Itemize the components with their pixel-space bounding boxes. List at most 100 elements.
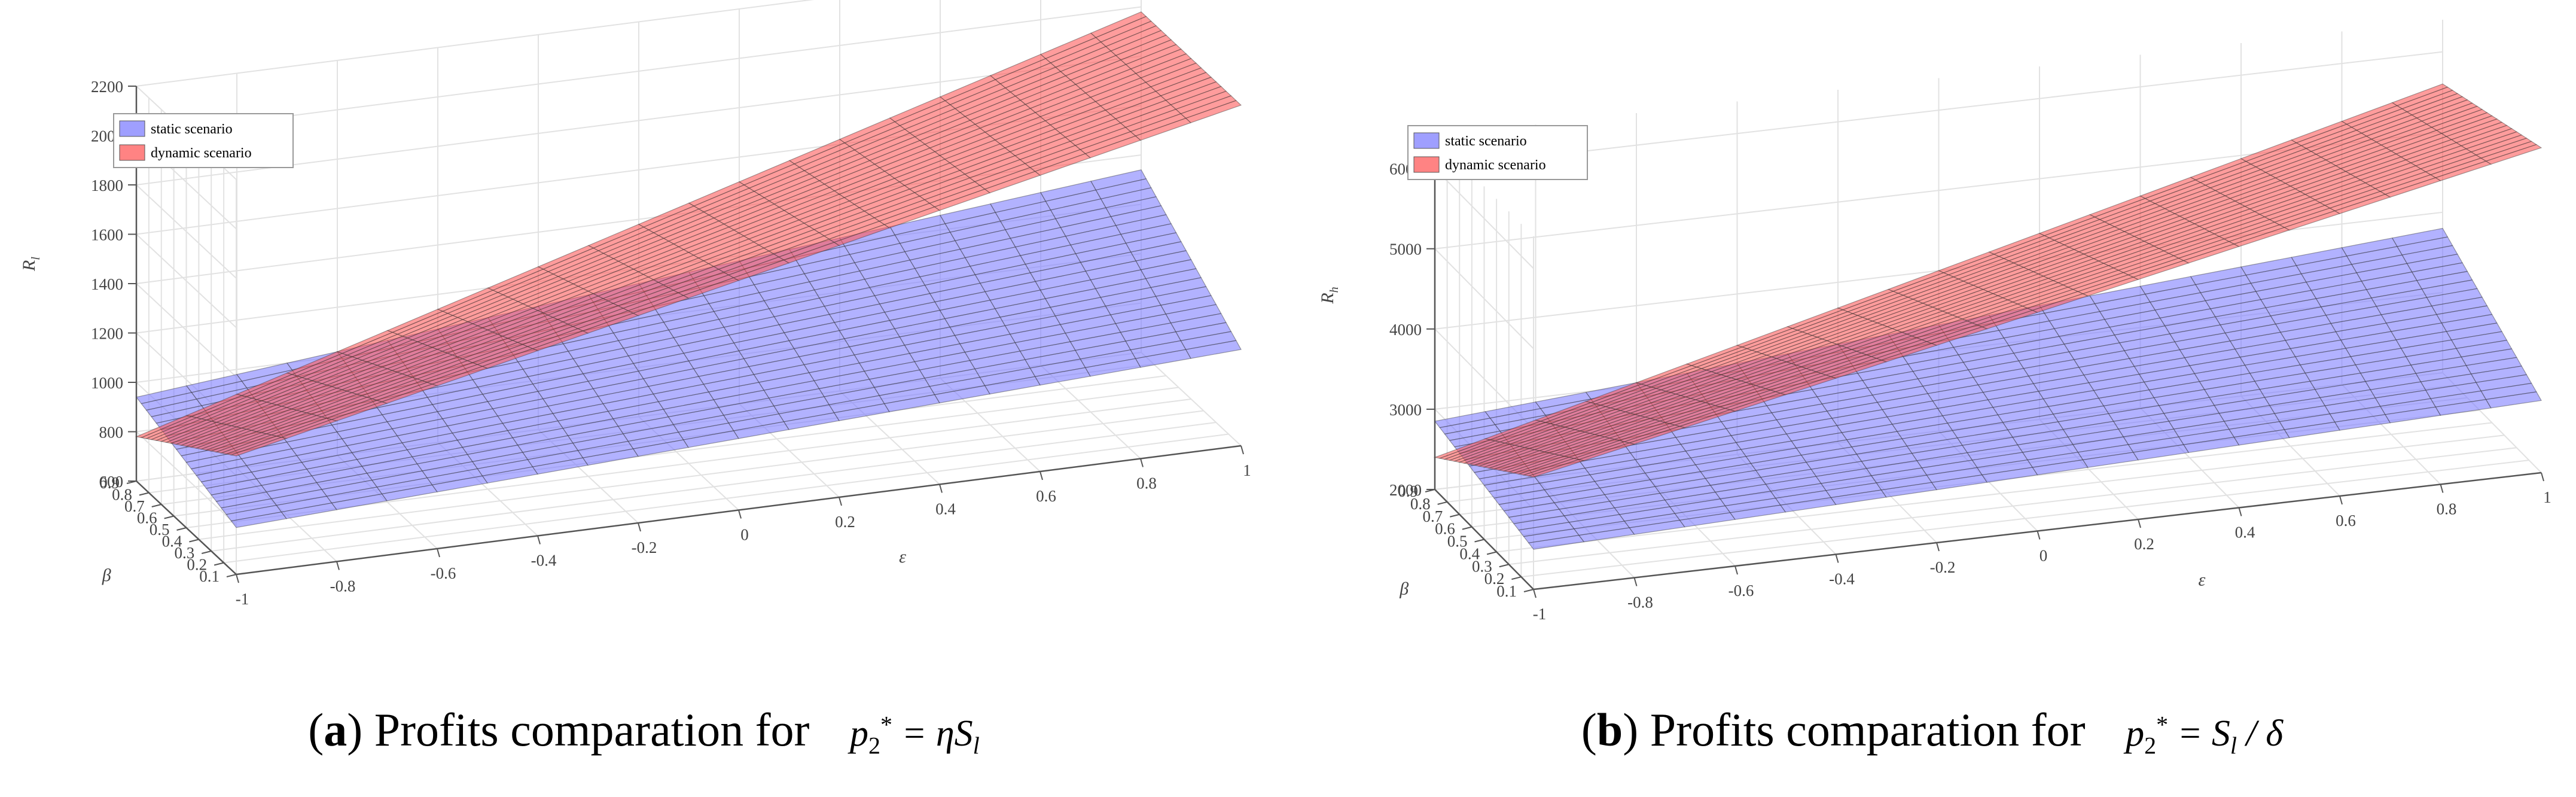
y-tick-label: 0.7: [124, 497, 145, 515]
legend-label-static: static scenario: [1445, 133, 1527, 149]
x-tick-label: 0: [740, 526, 749, 544]
x-tick-mark: [2037, 531, 2041, 540]
side-wall-grid-line: [1434, 168, 1534, 269]
side-wall-grid-line: [136, 233, 237, 328]
legend-swatch-dynamic: [1413, 156, 1440, 173]
x-tick-mark: [1140, 458, 1144, 467]
z-axis-title-subscript: h: [1328, 287, 1341, 293]
dynamic-surface: [1433, 83, 2543, 477]
y-tick-mark: [1523, 589, 1534, 592]
z-tick-label: 1600: [91, 226, 123, 244]
dynamic-surface-patch: [1115, 35, 1172, 60]
side-wall-grid-line: [1434, 248, 1534, 349]
dynamic-surface-patch: [2480, 141, 2538, 162]
legend-swatch-dynamic: [119, 144, 145, 161]
static-surface-patch: [2411, 262, 2468, 281]
static-surface-patch: [2470, 366, 2528, 383]
z-tick-label: 600: [99, 473, 124, 491]
formula-rhs: = S: [2177, 713, 2230, 754]
x-tick-label: -0.2: [632, 539, 657, 556]
formula-var: p: [850, 713, 869, 754]
side-wall-grid-line: [136, 283, 237, 378]
floor-grid-line: [223, 433, 1229, 564]
static-surface-patch: [2397, 236, 2453, 255]
caption-a: (a) Profits comparation for p2* = ηSl: [308, 704, 980, 759]
x-tick-mark: [1835, 554, 1839, 563]
floor-grid-line: [1521, 460, 2529, 578]
y-tick-label: 0.8: [112, 486, 132, 504]
x-tick-label: 0.2: [835, 513, 855, 531]
static-surface-patch: [2416, 270, 2473, 290]
x-tick-label: -0.8: [330, 577, 356, 595]
x-tick-mark: [738, 510, 742, 519]
z-tick-label: 3000: [1389, 401, 1422, 419]
y-tick-label: 0.9: [1398, 482, 1418, 500]
x-tick-label: 0.6: [1036, 487, 1056, 505]
y-tick-mark: [139, 492, 150, 496]
y-tick-mark: [164, 515, 174, 519]
dynamic-surface-patch: [1165, 81, 1222, 105]
x-tick-label: 0.8: [1136, 474, 1157, 492]
y-tick-label: 0.9: [99, 474, 120, 492]
x-tick-label: 0.4: [2235, 524, 2255, 542]
z-tick-label: 800: [99, 424, 124, 442]
z-tick-label: 1200: [91, 325, 123, 343]
y-tick-label: 0.4: [162, 533, 182, 550]
z-axis-title: Rh: [1318, 287, 1341, 304]
caption-formula: p2* = Sl / δ: [2126, 711, 2284, 759]
x-tick-mark: [537, 536, 541, 544]
y-tick-mark: [214, 562, 224, 566]
caption-formula: p2* = ηSl: [850, 711, 980, 759]
static-surface-patch: [2476, 374, 2532, 392]
y-tick-label: 0.6: [1435, 520, 1455, 538]
static-surface-patch: [1185, 340, 1242, 359]
y-tick-label: 0.3: [1472, 557, 1492, 575]
y-tick-label: 0.2: [1484, 570, 1505, 588]
x-tick-label: -0.2: [1930, 558, 1956, 576]
formula-rhs-sub: l: [2230, 732, 2237, 759]
z-axis-title-subscript: l: [29, 257, 42, 260]
static-surface-patch: [1090, 169, 1147, 191]
z-tick-label: 4000: [1389, 321, 1422, 339]
y-tick-label: 0.7: [1423, 507, 1443, 525]
static-surface-patch: [1160, 295, 1217, 315]
side-wall-grid-line: [136, 184, 237, 279]
static-surface-patch: [1150, 277, 1207, 297]
legend-label-static: static scenario: [151, 121, 233, 137]
x-tick-label: 1: [1243, 461, 1251, 479]
x-tick-mark: [1633, 577, 1638, 586]
x-tick-mark: [437, 548, 440, 558]
x-tick-mark: [236, 574, 239, 583]
caption-tag: b: [1596, 704, 1623, 756]
y-tick-mark: [1499, 564, 1509, 568]
back-wall-grid-line: [136, 56, 1142, 185]
x-tick-label: -0.6: [431, 564, 456, 582]
static-surface-patch: [1100, 187, 1157, 208]
y-tick-mark: [1437, 501, 1447, 505]
x-tick-mark: [939, 484, 943, 493]
static-surface-patch: [1125, 232, 1182, 253]
y-tick-label: 0.5: [1447, 533, 1468, 550]
static-surface-patch: [1115, 214, 1172, 235]
x-tick-mark: [839, 497, 842, 506]
z-tick-label: 2000: [1389, 481, 1422, 499]
surface-plot-a: -1-0.8-0.6-0.4-0.200.20.40.60.810.10.20.…: [19, 0, 1251, 608]
legend-label-dynamic: dynamic scenario: [1445, 157, 1546, 173]
y-axis-title: β: [1399, 579, 1409, 598]
static-surface-patch: [1135, 250, 1192, 270]
y-tick-mark: [202, 550, 212, 554]
y-tick-label: 0.8: [1410, 495, 1431, 513]
y-tick-mark: [1450, 513, 1460, 518]
floor-grid-line: [199, 410, 1204, 540]
y-tick-mark: [1462, 526, 1473, 530]
dynamic-surface-patch: [1135, 53, 1192, 78]
z-tick-label: 1800: [91, 177, 123, 194]
formula-rhs-sub: l: [973, 732, 980, 759]
floor-grid-line: [1508, 447, 2517, 565]
x-tick-mark: [1734, 565, 1738, 575]
y-tick-mark: [1474, 539, 1484, 543]
y-tick-label: 0.3: [175, 544, 195, 562]
x-tick-label: 1: [2543, 488, 2551, 506]
formula-tail: / δ: [2246, 713, 2284, 754]
dynamic-surface-patch: [1105, 25, 1162, 51]
